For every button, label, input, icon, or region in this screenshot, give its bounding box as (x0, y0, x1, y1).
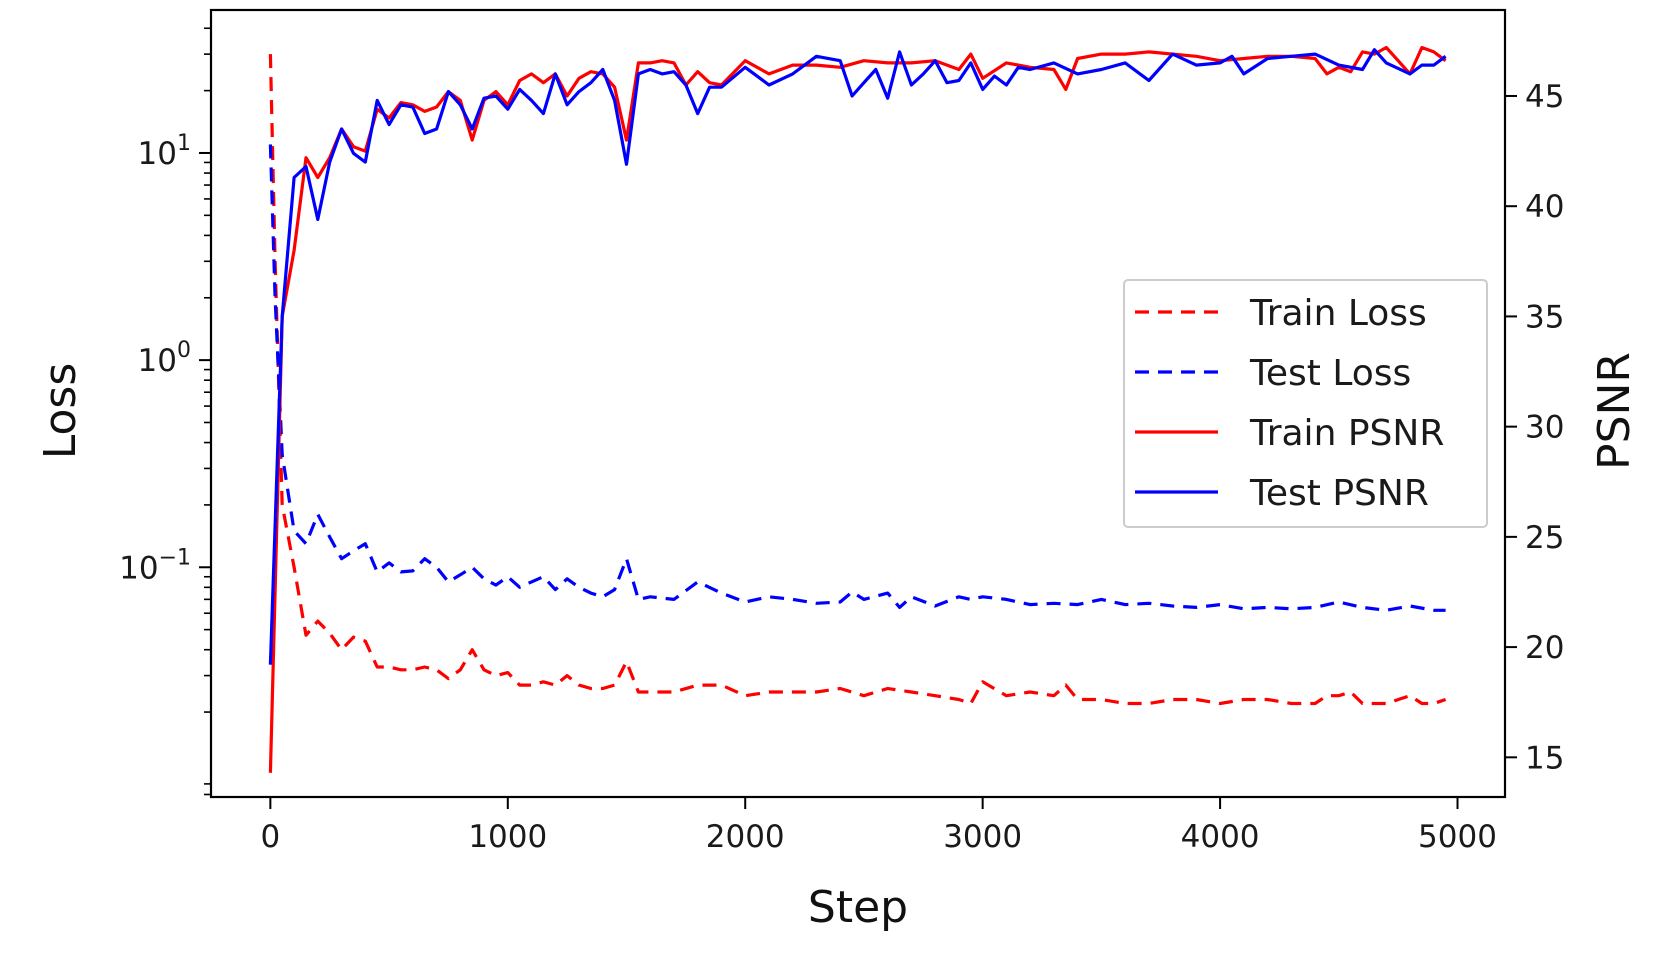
legend-label: Train Loss (1249, 293, 1427, 334)
legend-frame (1123, 279, 1488, 528)
legend: Train Loss Test Loss Train PSNR Test PSNR (1123, 279, 1488, 528)
right-tick-label: 30 (1525, 410, 1564, 446)
series-line-train-loss (268, 54, 1447, 706)
right-tick-label: 40 (1525, 189, 1564, 225)
right-tick-label: 45 (1525, 79, 1564, 115)
series-line-train-psnr (268, 45, 1447, 773)
plot-frame (209, 8, 1507, 799)
x-tick-label: 2000 (706, 819, 785, 855)
right-tick-label: 35 (1525, 299, 1564, 335)
left-tick-label: 100 (138, 338, 191, 379)
plot-area (268, 45, 1447, 773)
x-axis-title: Step (808, 882, 908, 933)
x-tick-label: 0 (260, 819, 280, 855)
left-tick-label: 10−1 (119, 545, 191, 586)
legend-label: Train PSNR (1249, 413, 1444, 454)
axes: 0 1000 2000 3000 4000 5000 10−1 100 101 15 20 25 30 3… (119, 8, 1564, 855)
right-tick-label: 15 (1525, 740, 1564, 776)
legend-label: Test PSNR (1249, 473, 1429, 514)
right-y-axis-title: PSNR (1589, 352, 1640, 470)
x-tick-label: 5000 (1418, 819, 1497, 855)
x-tick-label: 3000 (943, 819, 1022, 855)
x-tick-label: 4000 (1181, 819, 1260, 855)
left-y-axis-title: Loss (35, 363, 86, 460)
right-tick-label: 25 (1525, 520, 1564, 556)
right-tick-label: 20 (1525, 630, 1564, 666)
series-line-test-psnr (268, 48, 1447, 665)
legend-label: Test Loss (1249, 353, 1411, 394)
left-tick-label: 101 (138, 131, 191, 172)
x-tick-label: 1000 (468, 819, 547, 855)
